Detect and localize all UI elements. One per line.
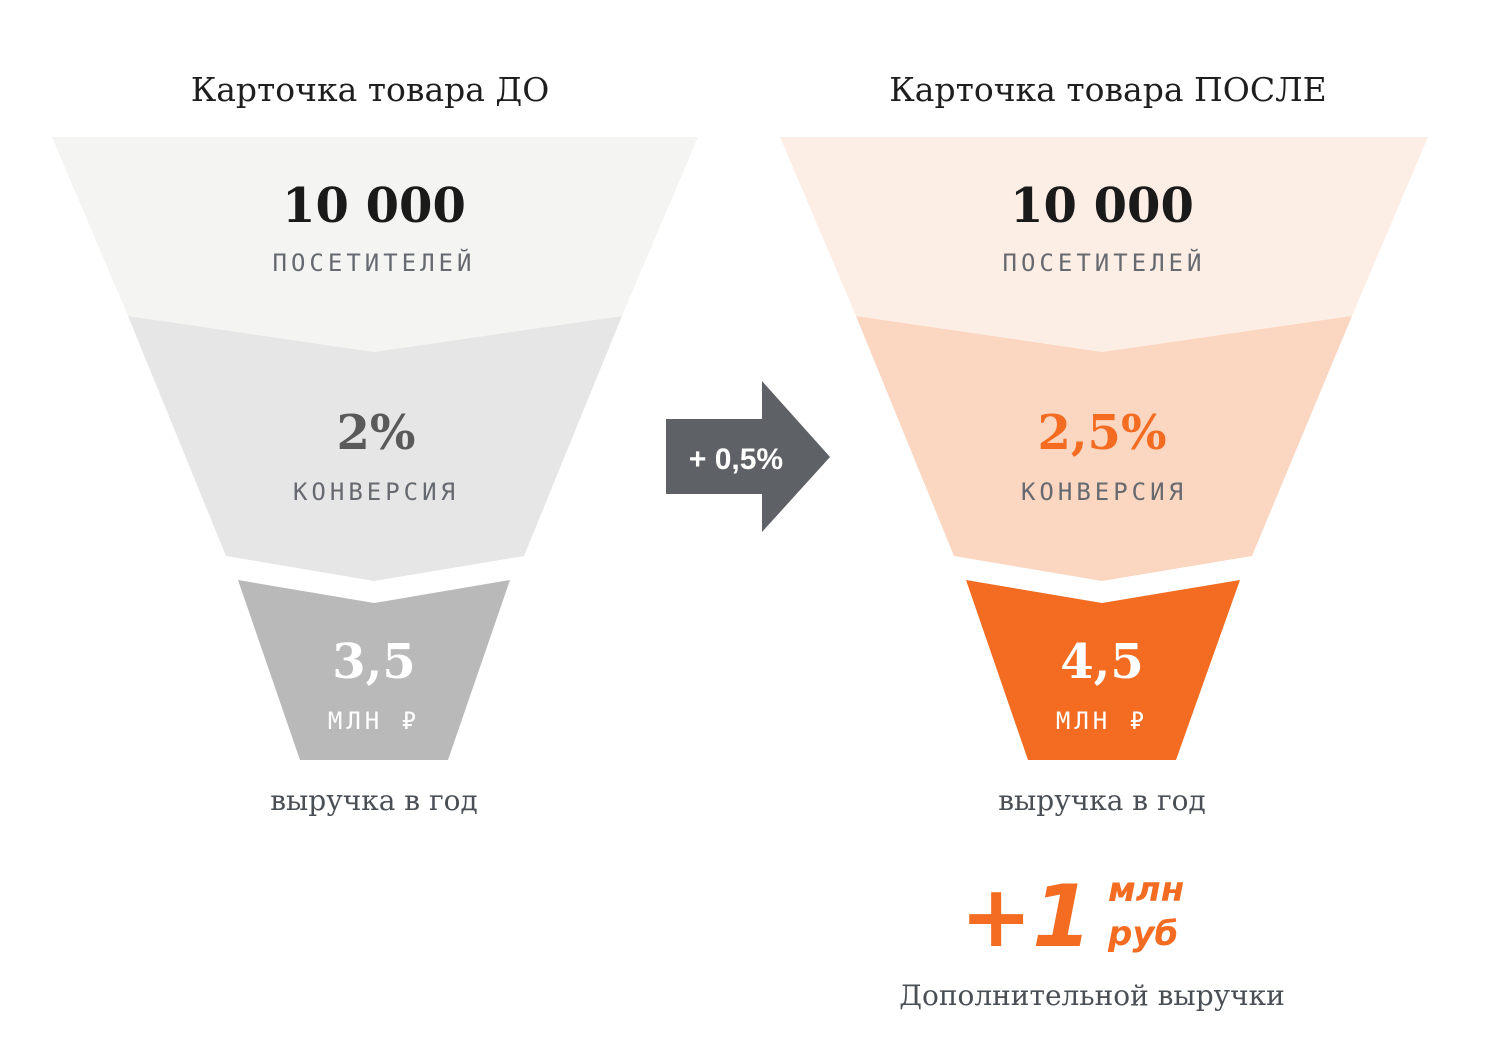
arrow-shape [666, 381, 830, 532]
after-revenue-caption: выручка в год [998, 784, 1205, 817]
extra-revenue-block: +1 млн руб Дополнительной выручки [899, 867, 1285, 1012]
after-stage-conversion [856, 316, 1352, 581]
after-revenue-value: 4,5 [1060, 634, 1144, 690]
after-funnel: Карточка товара ПОСЛЕ 10 000 ПОСЕТИТЕЛЕЙ… [780, 70, 1428, 817]
before-conversion-value: 2% [336, 405, 415, 461]
after-visitors-value: 10 000 [1010, 178, 1194, 234]
before-stage-revenue [238, 580, 510, 760]
before-revenue-caption: выручка в год [270, 784, 477, 817]
before-visitors-value: 10 000 [282, 178, 466, 234]
after-visitors-label: ПОСЕТИТЕЛЕЙ [1003, 248, 1206, 277]
before-visitors-label: ПОСЕТИТЕЛЕЙ [273, 248, 476, 277]
after-title: Карточка товара ПОСЛЕ [889, 70, 1326, 109]
before-title: Карточка товара ДО [191, 70, 550, 109]
after-stage-revenue [966, 580, 1240, 760]
after-revenue-unit: МЛН ₽ [1056, 707, 1148, 735]
before-revenue-unit: МЛН ₽ [328, 707, 420, 735]
extra-revenue-value: +1 [960, 867, 1092, 967]
after-stage-visitors [780, 137, 1428, 352]
extra-revenue-unit-line1: млн [1108, 870, 1184, 910]
before-funnel: Карточка товара ДО 10 000 ПОСЕТИТЕЛЕЙ 2%… [52, 70, 698, 817]
extra-revenue-unit-line2: руб [1107, 914, 1178, 954]
after-conversion-value: 2,5% [1037, 405, 1166, 461]
extra-revenue-caption: Дополнительной выручки [899, 979, 1285, 1012]
before-revenue-value: 3,5 [332, 634, 416, 690]
before-conversion-label: КОНВЕРСИЯ [293, 478, 459, 506]
before-stage-conversion [128, 316, 622, 581]
before-stage-visitors [52, 137, 698, 352]
arrow-label: + 0,5% [689, 443, 783, 476]
increase-arrow: + 0,5% [666, 381, 830, 532]
after-conversion-label: КОНВЕРСИЯ [1021, 478, 1187, 506]
